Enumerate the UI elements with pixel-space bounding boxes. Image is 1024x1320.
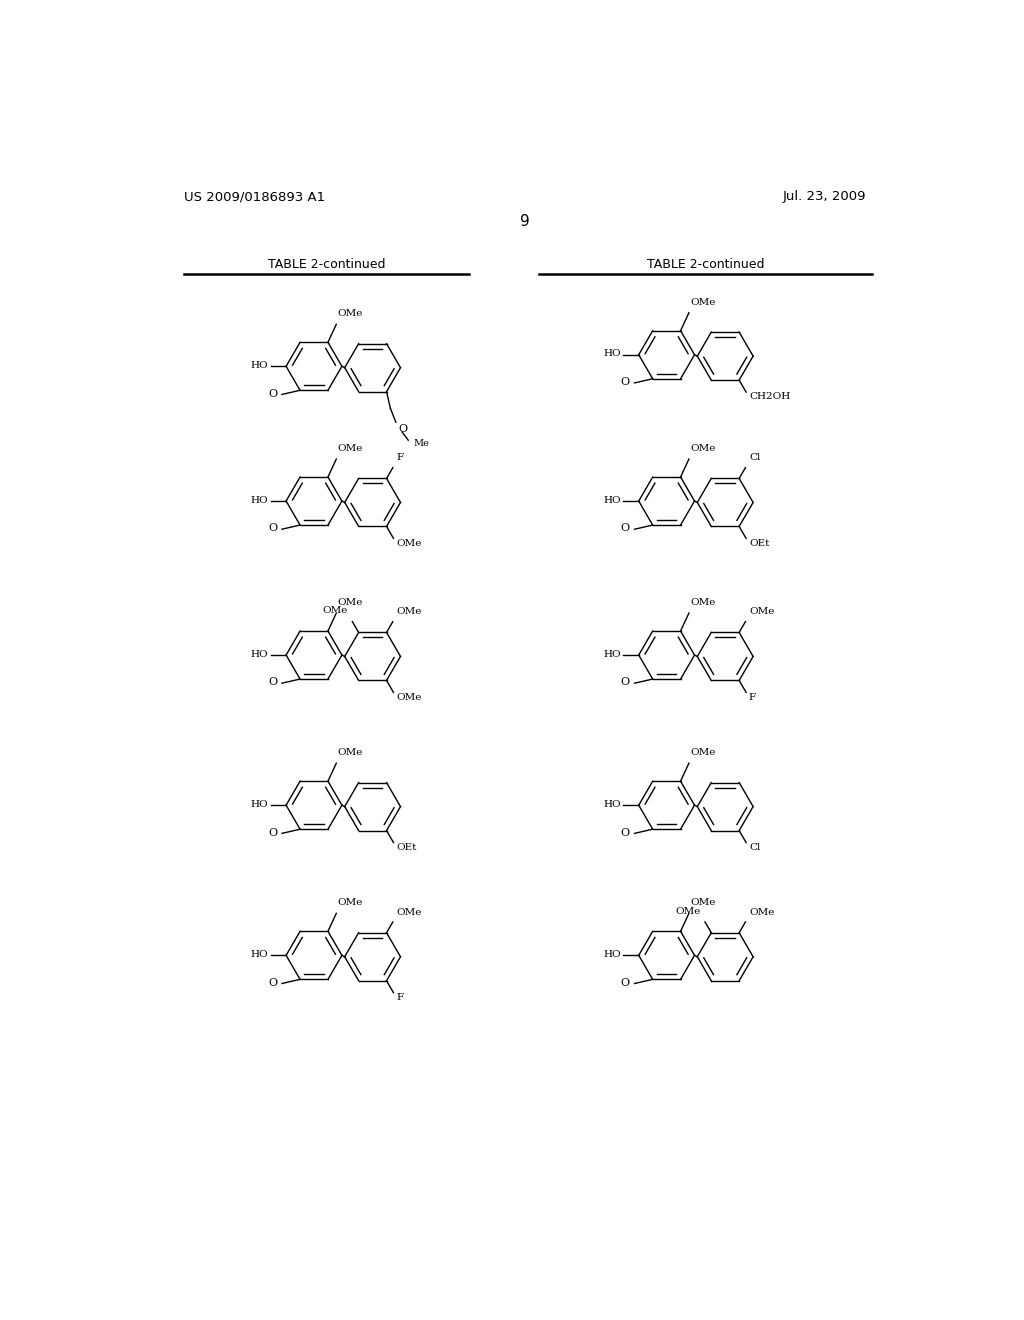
Text: OMe: OMe	[396, 908, 422, 917]
Text: OMe: OMe	[338, 748, 364, 756]
Text: OMe: OMe	[690, 297, 716, 306]
Text: OMe: OMe	[690, 598, 716, 607]
Text: Jul. 23, 2009: Jul. 23, 2009	[782, 190, 866, 203]
Text: US 2009/0186893 A1: US 2009/0186893 A1	[183, 190, 325, 203]
Text: Cl: Cl	[749, 843, 760, 851]
Text: O: O	[268, 677, 278, 688]
Text: OMe: OMe	[750, 908, 774, 917]
Text: O: O	[621, 828, 630, 838]
Text: O: O	[621, 524, 630, 533]
Text: HO: HO	[251, 496, 268, 504]
Text: HO: HO	[603, 950, 621, 960]
Text: HO: HO	[603, 350, 621, 359]
Text: OMe: OMe	[338, 444, 364, 453]
Text: HO: HO	[251, 950, 268, 960]
Text: CH2OH: CH2OH	[749, 392, 791, 401]
Text: OMe: OMe	[338, 309, 364, 318]
Text: HO: HO	[603, 800, 621, 809]
Text: F: F	[396, 454, 403, 462]
Text: O: O	[621, 978, 630, 987]
Text: 9: 9	[520, 214, 529, 230]
Text: TABLE 2-continued: TABLE 2-continued	[267, 259, 385, 271]
Text: OMe: OMe	[338, 898, 364, 907]
Text: HO: HO	[603, 496, 621, 504]
Text: OMe: OMe	[396, 693, 422, 702]
Text: O: O	[398, 424, 408, 434]
Text: OMe: OMe	[338, 598, 364, 607]
Text: OEt: OEt	[749, 539, 769, 548]
Text: OMe: OMe	[396, 539, 422, 548]
Text: OMe: OMe	[750, 607, 774, 616]
Text: HO: HO	[251, 649, 268, 659]
Text: O: O	[268, 978, 278, 987]
Text: O: O	[268, 828, 278, 838]
Text: Cl: Cl	[750, 454, 761, 462]
Text: O: O	[268, 524, 278, 533]
Text: OMe: OMe	[690, 444, 716, 453]
Text: HO: HO	[251, 800, 268, 809]
Text: OMe: OMe	[323, 606, 348, 615]
Text: OMe: OMe	[690, 748, 716, 756]
Text: OMe: OMe	[675, 907, 700, 916]
Text: TABLE 2-continued: TABLE 2-continued	[646, 259, 764, 271]
Text: Me: Me	[414, 440, 429, 449]
Text: OMe: OMe	[690, 898, 716, 907]
Text: F: F	[396, 993, 403, 1002]
Text: HO: HO	[251, 362, 268, 370]
Text: HO: HO	[603, 649, 621, 659]
Text: OMe: OMe	[396, 607, 422, 616]
Text: O: O	[621, 378, 630, 387]
Text: O: O	[268, 388, 278, 399]
Text: F: F	[749, 693, 756, 702]
Text: O: O	[621, 677, 630, 688]
Text: OEt: OEt	[396, 843, 417, 851]
